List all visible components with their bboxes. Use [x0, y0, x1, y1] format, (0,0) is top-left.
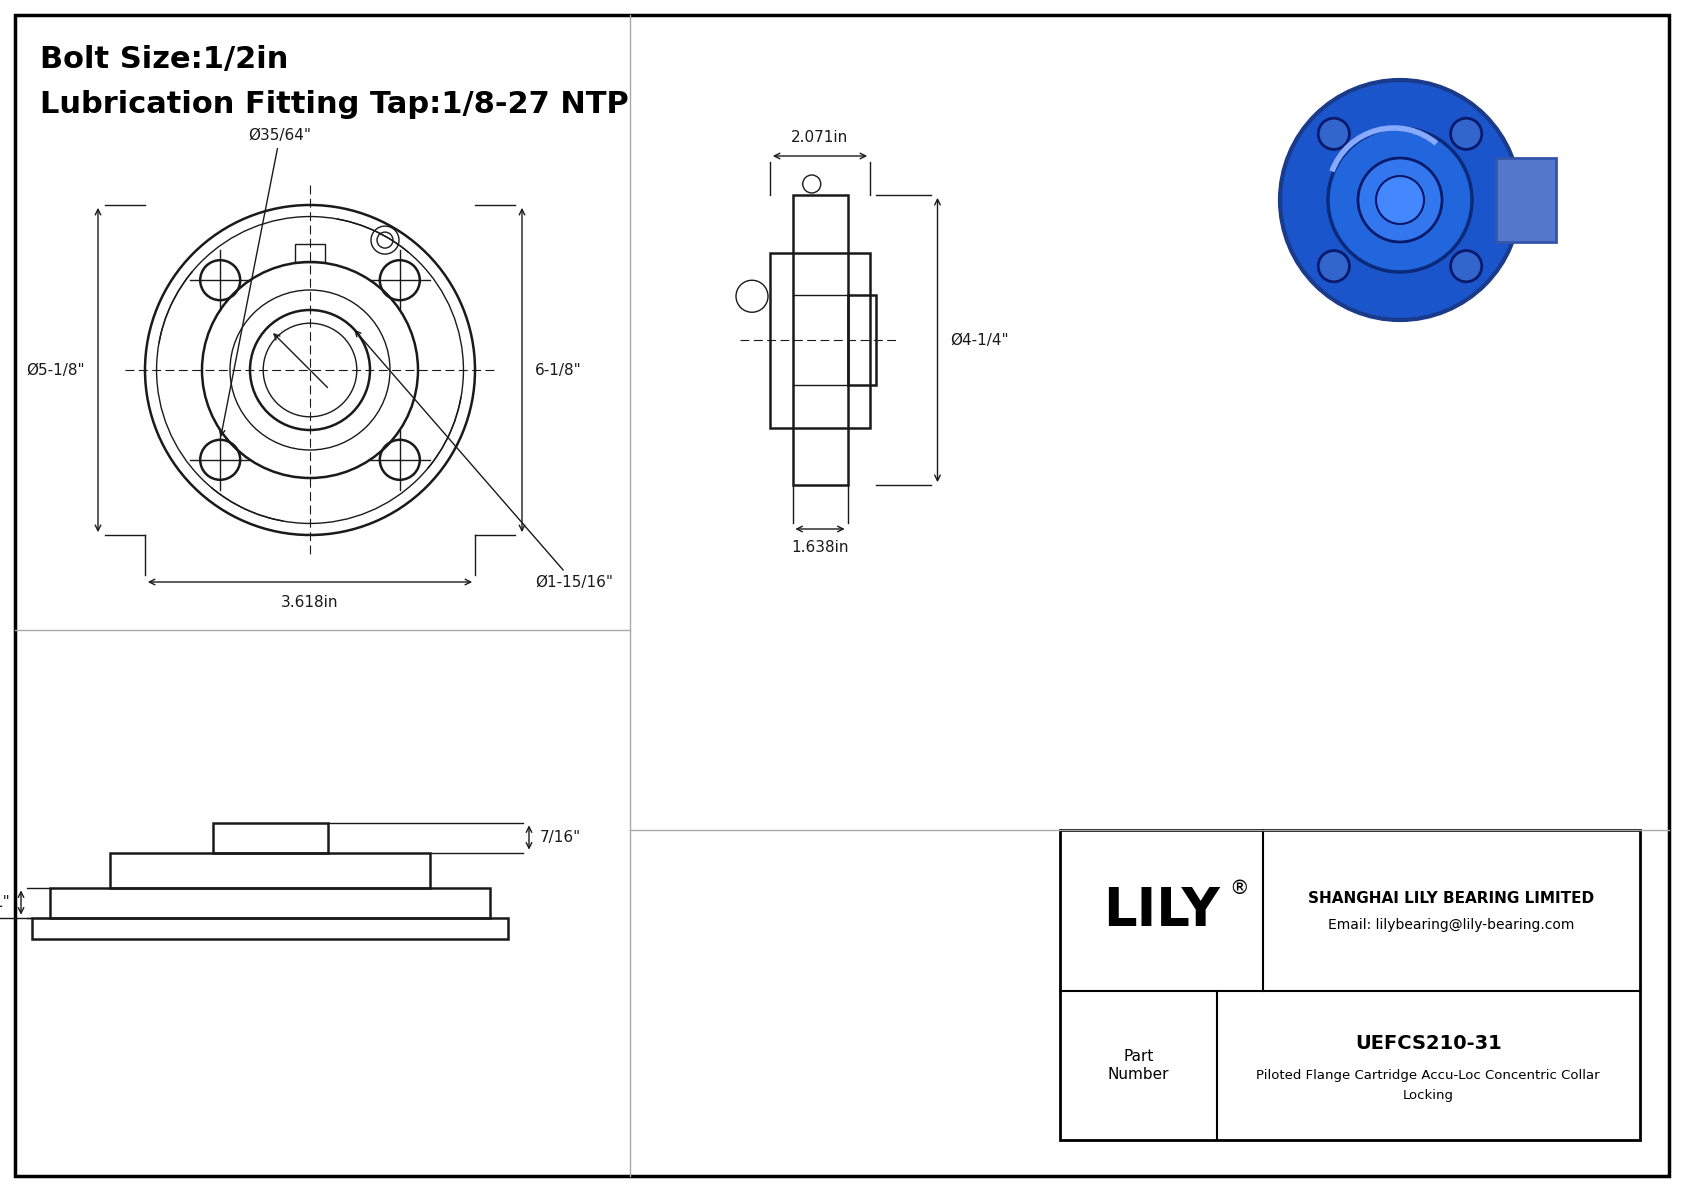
Text: Ø35/64": Ø35/64" [219, 127, 312, 436]
Text: 7/16": 7/16" [541, 830, 581, 844]
Text: Part
Number: Part Number [1108, 1049, 1169, 1081]
Text: 2.071in: 2.071in [791, 130, 849, 145]
Text: LILY: LILY [1103, 885, 1219, 936]
Bar [51, 887, 490, 917]
Circle shape [1450, 118, 1482, 149]
Text: 1": 1" [0, 894, 10, 910]
Bar [770, 252, 871, 428]
Text: Bolt Size:1/2in: Bolt Size:1/2in [40, 45, 288, 74]
Text: UEFCS210-31: UEFCS210-31 [1356, 1034, 1502, 1053]
Circle shape [1329, 127, 1472, 272]
Text: Ø4-1/4": Ø4-1/4" [950, 332, 1009, 348]
Text: 6-1/8": 6-1/8" [536, 362, 581, 378]
Circle shape [1450, 250, 1482, 282]
Text: Ø5-1/8": Ø5-1/8" [27, 362, 84, 378]
Bar [1059, 830, 1640, 1140]
Circle shape [1376, 176, 1425, 224]
Text: ®: ® [1229, 879, 1250, 898]
Circle shape [1319, 250, 1349, 282]
Circle shape [1319, 118, 1349, 149]
Text: Piloted Flange Cartridge Accu-Loc Concentric Collar: Piloted Flange Cartridge Accu-Loc Concen… [1256, 1070, 1600, 1083]
Bar [847, 295, 876, 385]
Circle shape [1357, 158, 1442, 242]
Bar [295, 244, 325, 262]
Bar [1495, 158, 1556, 242]
Bar [793, 195, 847, 485]
Text: 1.638in: 1.638in [791, 540, 849, 555]
Text: Email: lilybearing@lily-bearing.com: Email: lilybearing@lily-bearing.com [1329, 917, 1575, 931]
Circle shape [1280, 80, 1521, 320]
Bar [212, 823, 327, 853]
Text: SHANGHAI LILY BEARING LIMITED: SHANGHAI LILY BEARING LIMITED [1308, 891, 1595, 906]
Text: Locking: Locking [1403, 1089, 1453, 1102]
Text: Ø1-15/16": Ø1-15/16" [355, 331, 613, 590]
Text: Lubrication Fitting Tap:1/8-27 NTP: Lubrication Fitting Tap:1/8-27 NTP [40, 91, 628, 119]
Bar [32, 917, 509, 939]
Text: 3.618in: 3.618in [281, 596, 338, 610]
Bar [109, 853, 429, 887]
